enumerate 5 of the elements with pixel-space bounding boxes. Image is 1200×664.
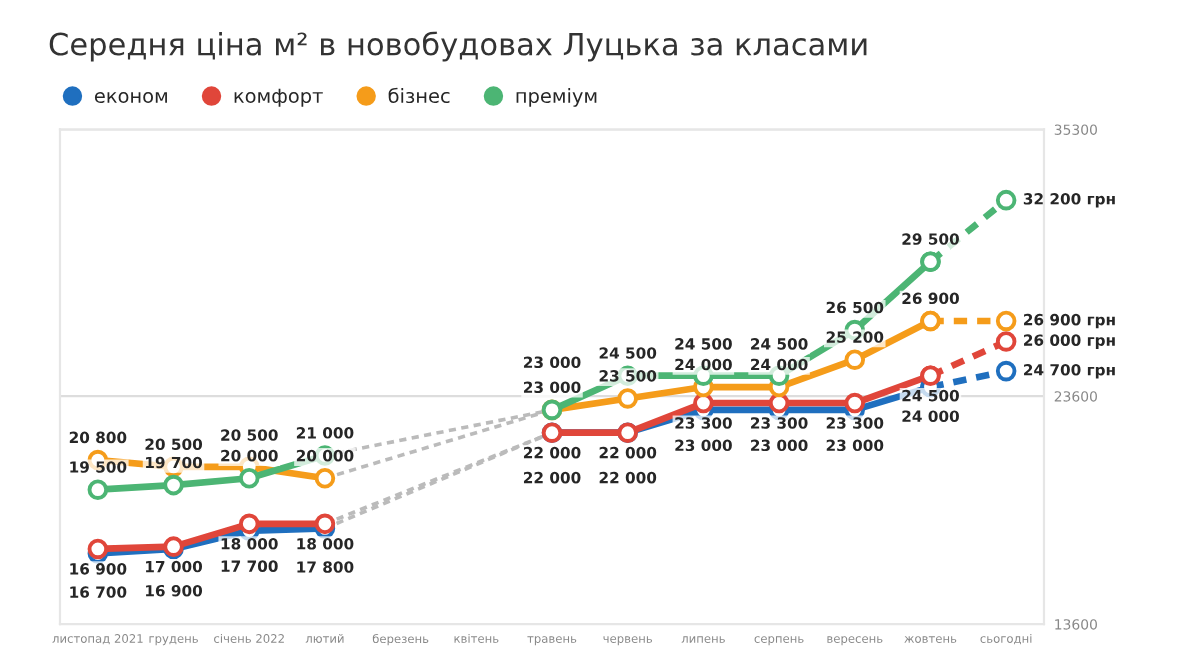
legend-label: економ (94, 91, 167, 104)
legend-label: комфорт (234, 88, 323, 107)
legend-label: бізнес (388, 87, 450, 104)
legend-label: преміум (516, 88, 597, 107)
chart-title: Середня ціна м² в новобудовах Луцька за класами (49, 31, 867, 62)
